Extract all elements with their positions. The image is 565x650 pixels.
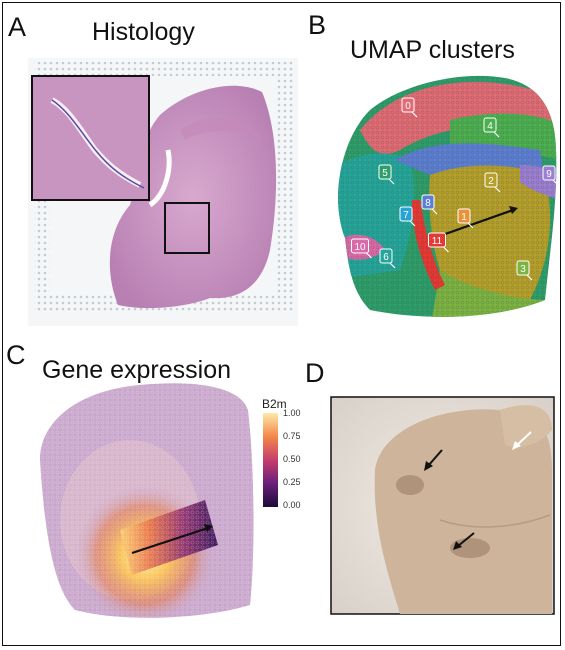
brain-section	[109, 85, 277, 309]
cluster-label-text: 2	[488, 176, 494, 187]
cluster-label-text: 6	[383, 252, 389, 263]
cluster-label-8: 8	[421, 194, 438, 215]
panel-c-title: Gene expression	[42, 356, 232, 384]
cluster-label-7: 7	[399, 206, 416, 227]
expression-arrowhead	[204, 524, 213, 532]
panel-c-letter: C	[6, 340, 26, 370]
panel-a-letter: A	[8, 12, 27, 42]
expression-trajectory-arrow	[131, 526, 209, 555]
panel-b-title: UMAP clusters	[350, 36, 515, 64]
cluster-label-text: 10	[354, 242, 366, 253]
cluster-label-text: 8	[425, 198, 431, 209]
cluster-label-text: 9	[546, 169, 552, 180]
cluster-label-text: 5	[382, 168, 388, 179]
panel-b-letter: B	[308, 10, 327, 40]
colorbar-tick-label: 0.75	[283, 431, 301, 441]
cluster-label-5: 5	[378, 164, 395, 185]
lesion-spot	[450, 538, 490, 558]
cluster-label-4: 4	[483, 117, 500, 138]
colorbar-tick-label: 0.50	[283, 454, 301, 464]
umap-arrowhead	[509, 206, 518, 214]
umap-trajectory-arrow	[433, 208, 514, 240]
cluster-label-0: 0	[401, 97, 418, 118]
colorbar-tick-label: 0.25	[283, 477, 301, 487]
cluster-label-text: 11	[432, 236, 443, 247]
cluster-label-9: 9	[542, 165, 559, 186]
colorbar-tick-label: 1.00	[283, 408, 301, 418]
cluster-label-text: 4	[487, 121, 493, 132]
lesion-spot	[396, 475, 424, 495]
cluster-label-1: 1	[457, 208, 474, 229]
cluster-label-3: 3	[516, 260, 533, 281]
cluster-label-text: 0	[405, 101, 411, 112]
panel-a-title: Histology	[92, 18, 195, 46]
cluster-label-text: 1	[461, 212, 467, 223]
cluster-label-11: 11	[428, 232, 449, 253]
black-arrow	[457, 532, 475, 547]
cluster-label-text: 3	[520, 264, 526, 275]
inset-region-box	[164, 202, 210, 254]
cluster-label-2: 2	[484, 172, 501, 193]
cluster-label-6: 6	[379, 248, 396, 269]
colorbar	[263, 413, 278, 507]
cluster-label-text: 7	[403, 210, 409, 221]
colorbar-tick-label: 0.00	[283, 500, 301, 510]
black-arrow	[427, 449, 443, 467]
tissue-block	[374, 409, 552, 614]
panel-d-letter: D	[305, 358, 325, 388]
white-arrow	[515, 431, 532, 447]
cluster-label-10: 10	[351, 238, 372, 259]
colorbar-title: B2m	[262, 397, 287, 411]
